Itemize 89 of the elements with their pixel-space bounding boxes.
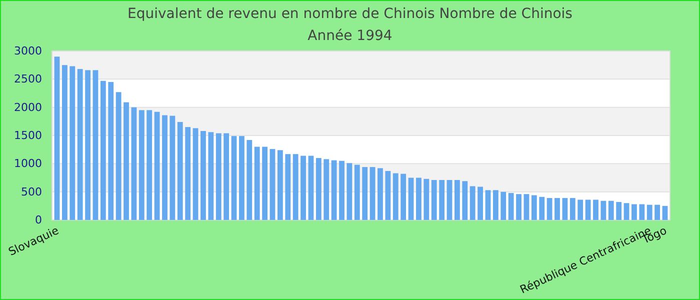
bar	[516, 194, 522, 220]
bar	[70, 66, 76, 220]
bar	[608, 200, 614, 220]
bar	[662, 206, 668, 220]
bar	[408, 178, 414, 220]
y-tick-label: 1000	[14, 157, 42, 170]
bar	[531, 195, 537, 220]
bar	[239, 136, 244, 220]
bar	[431, 180, 437, 220]
bar	[138, 110, 144, 220]
bar	[562, 198, 568, 220]
bar	[146, 110, 152, 220]
bar	[339, 160, 344, 220]
bar	[277, 150, 283, 220]
bar	[324, 159, 330, 220]
bar	[632, 204, 637, 220]
bar	[546, 198, 552, 220]
bar	[262, 146, 268, 220]
bar	[116, 92, 122, 220]
bar	[539, 196, 545, 220]
chart-subtitle: Année 1994	[308, 28, 392, 44]
bar	[578, 200, 584, 220]
bar	[346, 163, 352, 220]
bar	[654, 204, 660, 220]
bar	[424, 178, 430, 220]
bar	[462, 181, 468, 220]
bar	[62, 65, 68, 220]
bar	[308, 156, 314, 220]
bar	[524, 194, 530, 220]
bar	[400, 174, 406, 220]
bar	[192, 128, 198, 220]
y-tick-label: 500	[21, 185, 42, 198]
bar	[77, 69, 83, 220]
bar	[100, 80, 106, 220]
bar	[246, 140, 252, 220]
bar	[85, 70, 90, 220]
bar	[385, 170, 391, 220]
bar	[354, 164, 360, 220]
bar	[439, 180, 445, 220]
bar	[177, 122, 183, 220]
bar	[92, 70, 98, 220]
bar	[224, 133, 230, 220]
bar	[624, 203, 630, 220]
bar	[292, 154, 298, 220]
bar	[416, 178, 422, 220]
chart-title: Equivalent de revenu en nombre de Chinois Nombre de Chinois	[128, 6, 572, 22]
bar	[54, 56, 60, 220]
bar	[454, 180, 460, 220]
bar	[154, 112, 160, 220]
bar	[331, 160, 337, 220]
bar	[170, 116, 176, 220]
bar	[616, 202, 622, 220]
bar	[208, 132, 214, 220]
bar	[270, 149, 276, 220]
bar	[600, 200, 606, 220]
bar	[646, 204, 652, 220]
bar	[378, 168, 383, 220]
bar	[570, 198, 576, 220]
bar	[300, 156, 306, 220]
bar	[131, 107, 137, 220]
y-tick-label: 1500	[14, 129, 42, 142]
bar	[124, 102, 129, 220]
bar	[200, 130, 206, 220]
bar	[639, 204, 645, 220]
bar	[485, 190, 491, 220]
bar	[316, 158, 322, 220]
bar	[478, 186, 483, 220]
bar	[216, 133, 222, 220]
y-tick-label: 3000	[14, 44, 42, 58]
bar	[362, 167, 368, 220]
bar	[231, 136, 237, 220]
bar	[254, 146, 260, 220]
bar	[593, 200, 598, 220]
bar	[492, 190, 498, 220]
bar	[508, 192, 514, 220]
bar	[585, 200, 591, 220]
bar	[162, 115, 168, 220]
bar	[446, 180, 452, 220]
bar	[285, 154, 291, 220]
bar	[500, 192, 506, 220]
bar	[392, 173, 398, 220]
y-tick-label: 2000	[14, 100, 42, 114]
bar	[185, 127, 191, 220]
bar	[370, 167, 376, 220]
bar	[108, 82, 114, 220]
bar	[554, 198, 560, 220]
y-tick-label: 2500	[14, 72, 42, 86]
y-tick-label: 0	[35, 214, 42, 227]
bar	[470, 186, 476, 220]
